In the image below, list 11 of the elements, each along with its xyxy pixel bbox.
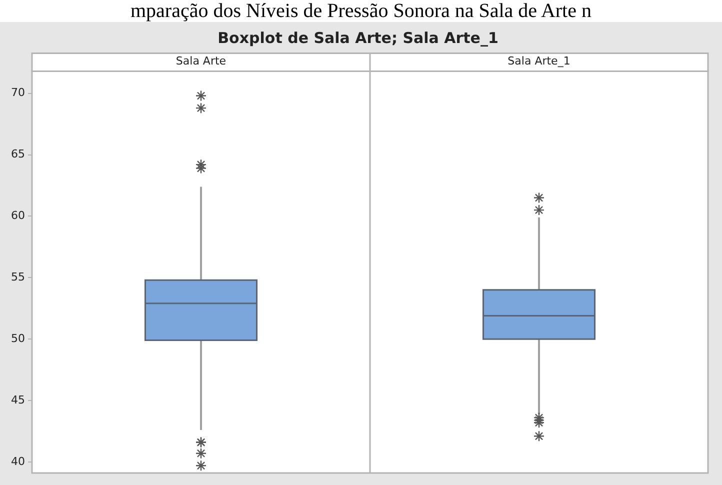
text: mparação dos Níveis de Pressão Sonora na Sala de Arte n: [130, 0, 592, 22]
y-tick-label: 50: [10, 332, 25, 345]
y-tick-label: 70: [10, 86, 25, 100]
x-tick-label: Sala Arte_1: [508, 54, 570, 68]
x-tick-label: Sala Arte: [176, 54, 226, 68]
y-tick-label: 40: [10, 454, 25, 468]
chart-title: Boxplot de Sala Arte; Sala Arte_1: [218, 28, 498, 47]
y-tick-label: 60: [10, 209, 25, 222]
y-tick-label: 45: [10, 393, 25, 406]
y-tick-label: 65: [10, 148, 25, 161]
y-tick-label: 55: [10, 270, 25, 284]
